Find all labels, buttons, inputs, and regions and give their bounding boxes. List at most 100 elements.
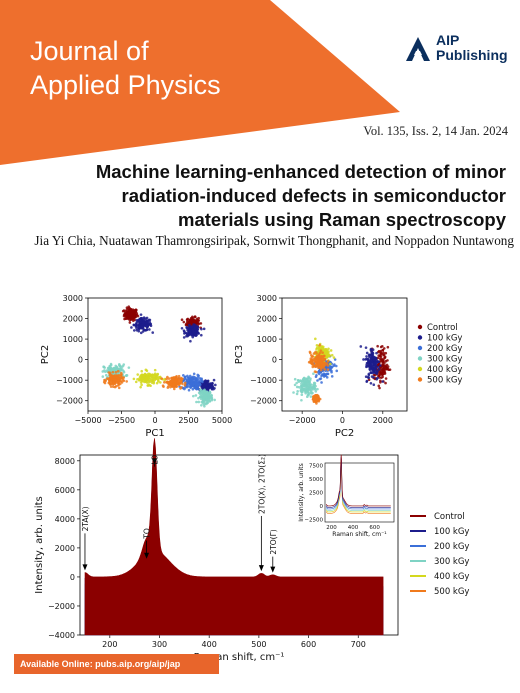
scatter-point [191, 387, 195, 391]
scatter-point [296, 390, 299, 393]
scatter-point [202, 327, 206, 331]
scatter-point [109, 382, 112, 386]
scatter-point [377, 354, 381, 357]
scatter-point [314, 370, 318, 374]
scatter-point [315, 360, 319, 364]
scatter-point [320, 361, 323, 365]
scatter-point [159, 381, 162, 384]
scatter-point [369, 355, 372, 359]
scatter-point [304, 382, 308, 385]
journal-name-line2: Applied Physics [30, 70, 221, 100]
scatter-point [146, 384, 150, 387]
inset-spectrum [325, 462, 391, 514]
scatter-point [378, 376, 381, 379]
scatter-point [381, 369, 385, 373]
scatter-point [191, 380, 194, 383]
scatter-point [371, 370, 375, 373]
scatter-point [132, 329, 136, 332]
scatter-point [127, 311, 131, 315]
scatter-point [381, 375, 384, 379]
scatter-point [311, 391, 314, 395]
inset-spectrum [325, 459, 391, 511]
scatter-point [319, 349, 323, 352]
scatter-point [157, 376, 161, 379]
scatter-point [385, 367, 389, 371]
inset-spectrum [325, 460, 391, 513]
scatter-point [207, 394, 211, 397]
annotation-label: 2TA(X) [81, 506, 90, 531]
legend-marker [417, 356, 423, 361]
scatter-point [326, 372, 329, 376]
legend-marker [417, 335, 423, 340]
scatter-point [201, 400, 205, 403]
scatter-point [184, 331, 187, 335]
scatter-point [205, 388, 209, 392]
annotation-arrowhead [82, 564, 88, 571]
scatter-point [299, 379, 303, 383]
scatter-point [200, 377, 203, 380]
scatter-point [308, 387, 311, 391]
scatter-point [121, 364, 125, 368]
scatter-point [117, 378, 121, 382]
inset-y-tick-label: 7500 [309, 464, 323, 470]
scatter-point [127, 366, 131, 369]
scatter-point [125, 380, 129, 383]
x-tick-label: 2500 [178, 416, 198, 425]
scatter-point [109, 379, 113, 382]
scatter-point [386, 359, 389, 362]
legend-label: 400 kGy [434, 572, 469, 582]
publisher-logo: AIP Publishing [404, 33, 514, 67]
scatter-point [378, 364, 382, 367]
x-tick-label: 0 [340, 416, 345, 425]
scatter-point [212, 378, 216, 382]
scatter-point [124, 374, 128, 378]
inset-spectrum [325, 454, 391, 507]
scatter-point [371, 348, 375, 352]
scatter-point [146, 377, 149, 381]
scatter-point [321, 356, 325, 359]
scatter-point [192, 372, 196, 376]
scatter-point [167, 377, 171, 380]
legend-label: 400 kGy [427, 365, 462, 375]
legend-label: 100 kGy [434, 527, 469, 537]
scatter-point [172, 385, 176, 388]
scatter-point [379, 380, 382, 384]
scatter-point [138, 317, 141, 321]
scatter-point [125, 306, 129, 310]
scatter-point [145, 328, 149, 332]
scatter-point [316, 379, 319, 382]
publisher-logo-line2: Publishing [436, 47, 508, 63]
scatter-point [183, 381, 187, 385]
y-tick-label: −4000 [48, 631, 75, 640]
scatter-point [319, 365, 323, 369]
scatter-point [193, 377, 197, 381]
available-online-link[interactable]: Available Online: pubs.aip.org/aip/jap [14, 654, 219, 674]
scatter-point [186, 333, 190, 337]
scatter-point [139, 331, 143, 335]
scatter-point [366, 376, 370, 379]
y-tick-label: −1000 [250, 376, 277, 385]
scatter-point [180, 318, 184, 321]
inset-y-axis-label: Intensity, arb. units [298, 463, 305, 521]
scatter-point [114, 370, 118, 374]
scatter-point [321, 373, 325, 377]
scatter-point [181, 382, 184, 386]
scatter-point [141, 379, 144, 383]
scatter-point [109, 362, 113, 366]
scatter-point [157, 380, 160, 383]
y-tick-label: −2000 [56, 397, 83, 406]
scatter-point [206, 379, 210, 383]
scatter-point [185, 325, 188, 329]
scatter-point [317, 363, 321, 367]
scatter-point [330, 370, 333, 374]
scatter-point [171, 379, 174, 382]
scatter-point [128, 321, 132, 324]
scatter-point [182, 329, 186, 332]
y-tick-label: 0 [272, 356, 277, 365]
scatter-points [101, 305, 217, 408]
scatter-point [321, 358, 324, 362]
scatter-point [302, 387, 306, 390]
scatter-point [292, 391, 295, 394]
scatter-point [187, 381, 191, 385]
